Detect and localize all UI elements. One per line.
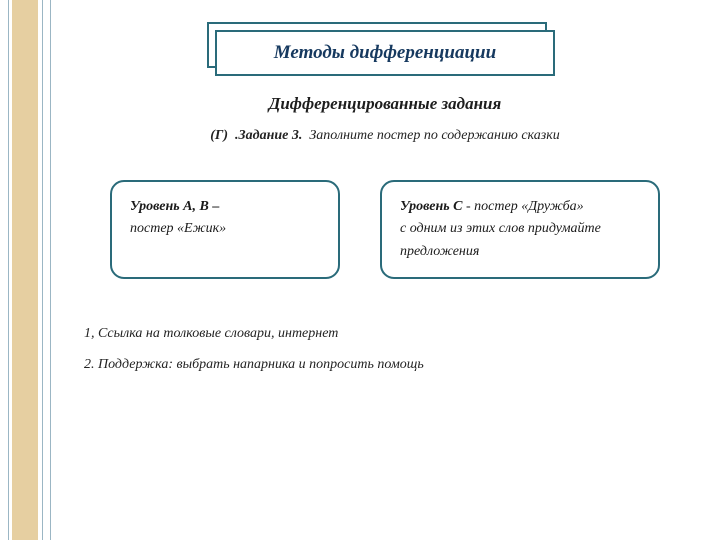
slide-title: Методы дифференциации (274, 42, 496, 64)
title-banner: Методы дифференциации (215, 30, 555, 76)
task-line: (Г) .Задание 3. Заполните постер по соде… (80, 128, 690, 144)
task-tag: (Г) (210, 128, 228, 143)
task-text: Заполните постер по содержанию сказки (309, 128, 559, 143)
level-c-body2: с одним из этих слов придумайте предложе… (400, 218, 640, 263)
slide-subtitle: Дифференцированные задания (80, 94, 690, 114)
slide-content: Методы дифференциации Дифференцированные… (80, 30, 690, 520)
level-boxes: Уровень А, В – постер «Ежик» Уровень С -… (80, 180, 690, 279)
decorative-side-strip (0, 0, 56, 540)
title-banner-front: Методы дифференциации (215, 30, 555, 76)
note-line-2: 2. Поддержка: выбрать напарника и попрос… (84, 350, 690, 381)
level-ab-box: Уровень А, В – постер «Ежик» (110, 180, 340, 279)
level-c-box: Уровень С - постер «Дружба» с одним из э… (380, 180, 660, 279)
strip-line (50, 0, 51, 540)
strip-line (42, 0, 43, 540)
level-c-body1: - постер «Дружба» (463, 199, 584, 214)
support-notes: 1, Ссылка на толковые словари, интернет … (80, 319, 690, 381)
task-label: .Задание 3. (235, 128, 302, 143)
note-line-1: 1, Ссылка на толковые словари, интернет (84, 319, 690, 350)
level-c-lead: Уровень С (400, 199, 463, 214)
level-ab-body: постер «Ежик» (130, 218, 320, 240)
level-ab-lead: Уровень А, В – (130, 199, 219, 214)
strip-line (8, 0, 9, 540)
strip-tan-band (12, 0, 38, 540)
